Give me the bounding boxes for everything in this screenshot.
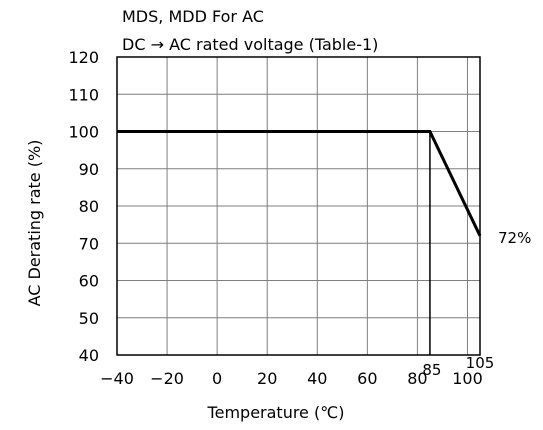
x-tick-label: 0 — [212, 369, 222, 388]
annotations: 85 105 72% — [422, 229, 531, 379]
y-tick-label: 90 — [79, 160, 99, 179]
y-tick-label: 70 — [79, 234, 99, 253]
x-tick-labels: −40 −20 0 20 40 60 80 100 — [100, 369, 483, 388]
x-tick-label: 40 — [307, 369, 327, 388]
y-tick-labels: 40 50 60 70 80 90 100 110 120 — [68, 48, 99, 365]
chart-title-line-2: DC → AC rated voltage (Table-1) — [122, 35, 378, 54]
x-axis-label: Temperature (℃) — [207, 403, 345, 422]
y-tick-label: 60 — [79, 272, 99, 291]
y-tick-label: 100 — [68, 123, 99, 142]
end-value-label: 72% — [498, 229, 531, 247]
y-tick-label: 40 — [79, 346, 99, 365]
x-tick-label: −20 — [150, 369, 184, 388]
y-tick-label: 120 — [68, 48, 99, 67]
x-tick-label: 100 — [452, 369, 483, 388]
grid-lines — [117, 57, 480, 355]
derating-line — [117, 130, 482, 237]
series-layer — [117, 130, 482, 237]
marker-105-label: 105 — [466, 354, 495, 372]
y-tick-label: 80 — [79, 197, 99, 216]
y-axis-label: AC Derating rate (%) — [25, 140, 44, 307]
x-tick-label: 60 — [357, 369, 377, 388]
plot-frame — [116, 56, 481, 356]
x-tick-label: −40 — [100, 369, 134, 388]
y-tick-label: 50 — [79, 309, 99, 328]
x-tick-label: 20 — [257, 369, 277, 388]
x-tick-label: 80 — [407, 369, 427, 388]
marker-85-label: 85 — [422, 361, 441, 379]
y-tick-label: 110 — [68, 85, 99, 104]
chart-title-line-1: MDS, MDD For AC — [122, 7, 264, 26]
